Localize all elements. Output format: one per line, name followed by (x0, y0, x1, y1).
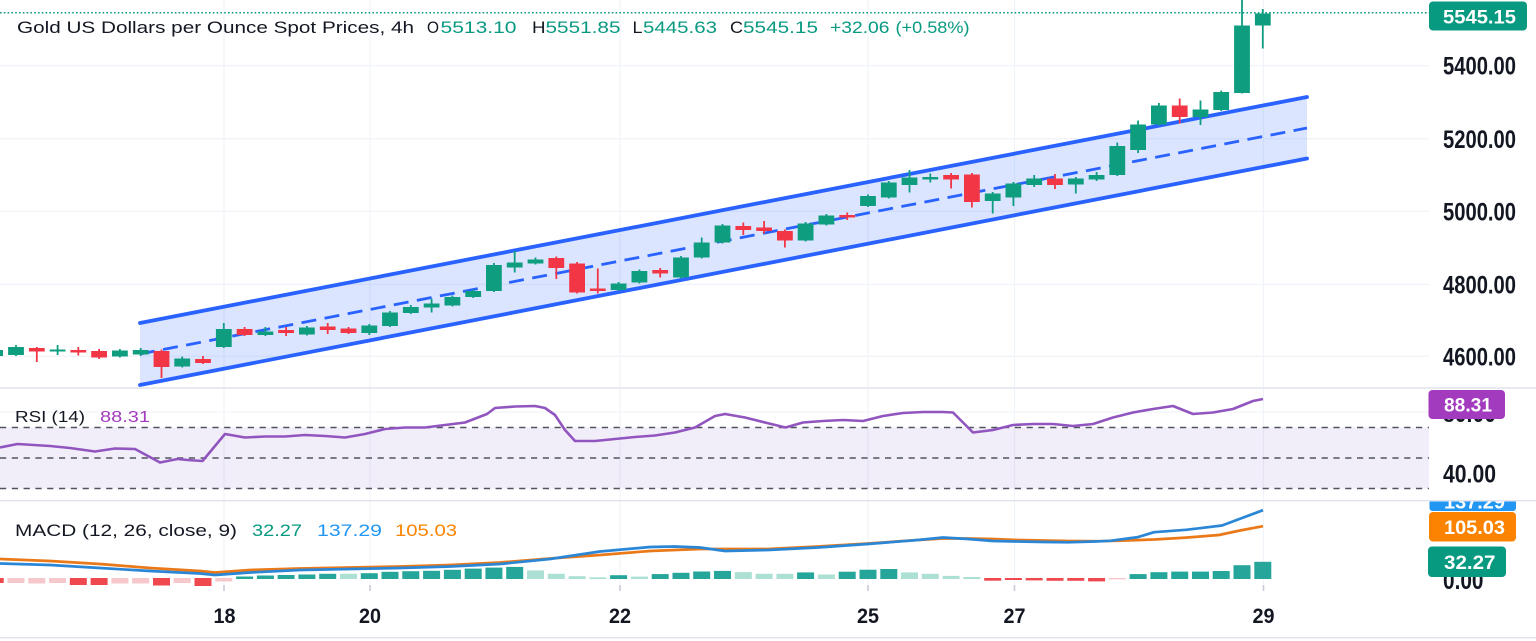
svg-text:32.27: 32.27 (1444, 552, 1496, 574)
svg-text:27: 27 (1004, 604, 1026, 628)
svg-text:29: 29 (1253, 604, 1275, 628)
svg-text:5000.00: 5000.00 (1443, 198, 1516, 226)
svg-text:105.03: 105.03 (395, 521, 457, 540)
svg-text:Gold US Dollars per Ounce Spot: Gold US Dollars per Ounce Spot Prices, 4… (17, 18, 414, 37)
svg-text:L: L (633, 18, 643, 37)
svg-text:4600.00: 4600.00 (1443, 343, 1516, 371)
svg-text:H: H (532, 18, 546, 37)
svg-text:5551.85: 5551.85 (546, 18, 621, 37)
svg-text:88.31: 88.31 (100, 409, 150, 426)
svg-text:+32.06: +32.06 (830, 18, 890, 37)
svg-text:137.29: 137.29 (317, 521, 382, 540)
svg-text:(+0.58%): (+0.58%) (896, 18, 970, 37)
svg-text:5545.15: 5545.15 (1443, 7, 1516, 29)
svg-text:40.00: 40.00 (1443, 461, 1496, 489)
svg-text:25: 25 (857, 604, 879, 628)
svg-text:105.03: 105.03 (1444, 517, 1505, 539)
svg-text:C: C (730, 18, 743, 37)
svg-text:5445.63: 5445.63 (643, 18, 717, 37)
svg-text:5545.15: 5545.15 (743, 18, 818, 37)
svg-text:5400.00: 5400.00 (1443, 53, 1516, 81)
svg-text:MACD (12, 26, close, 9): MACD (12, 26, close, 9) (15, 521, 237, 540)
svg-text:18: 18 (214, 604, 236, 628)
svg-text:20: 20 (359, 604, 381, 628)
svg-text:5200.00: 5200.00 (1443, 126, 1516, 154)
svg-text:22: 22 (609, 604, 631, 628)
svg-text:137.29: 137.29 (1444, 492, 1505, 514)
svg-text:4800.00: 4800.00 (1443, 271, 1516, 299)
svg-text:O: O (427, 18, 439, 37)
svg-text:5513.10: 5513.10 (441, 18, 517, 37)
svg-text:88.31: 88.31 (1444, 395, 1492, 417)
svg-text:32.27: 32.27 (252, 521, 302, 540)
svg-text:RSI (14): RSI (14) (15, 409, 85, 426)
